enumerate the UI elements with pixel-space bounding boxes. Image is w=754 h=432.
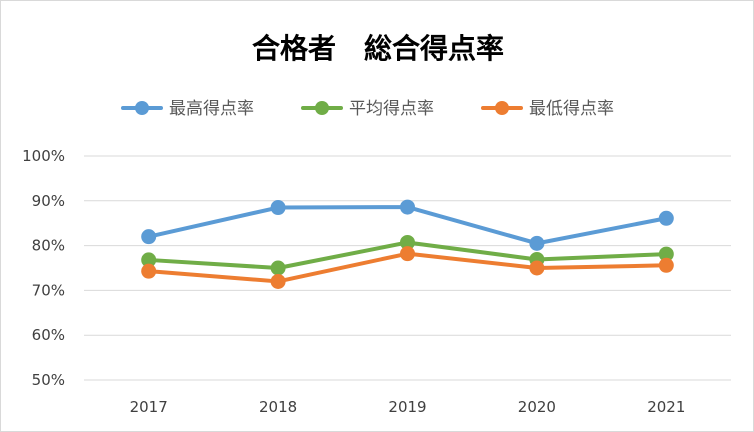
data-point <box>658 257 674 273</box>
legend-marker <box>315 101 329 115</box>
data-point <box>529 235 545 251</box>
data-point <box>529 260 545 276</box>
data-point <box>400 199 415 215</box>
legend-label: 平均得点率 <box>349 99 434 119</box>
y-axis: 50% 60% 70% 80% 90% 100% <box>22 147 65 389</box>
legend-item: 最高得点率 <box>121 99 254 119</box>
data-point <box>270 200 286 216</box>
data-point <box>141 263 157 279</box>
data-point <box>658 210 674 226</box>
legend-item: 最低得点率 <box>481 99 614 119</box>
data-point <box>141 252 157 268</box>
data-point <box>141 229 157 245</box>
data-point <box>270 260 286 276</box>
series-group <box>141 199 674 289</box>
series-3 <box>141 246 674 289</box>
data-point <box>400 246 415 262</box>
series-1 <box>141 199 674 251</box>
y-tick-label: 50% <box>32 371 65 389</box>
x-axis: 2017 2018 2019 2020 2021 <box>130 398 686 416</box>
data-point <box>270 273 286 289</box>
legend-label: 最低得点率 <box>529 99 614 119</box>
y-tick-label: 60% <box>32 326 65 344</box>
y-tick-label: 100% <box>22 147 65 165</box>
x-tick-label: 2017 <box>130 398 168 416</box>
legend-label: 最高得点率 <box>169 99 254 119</box>
chart-title: 合格者 総合得点率 <box>252 32 504 65</box>
legend-marker <box>135 101 149 115</box>
legend-marker <box>495 101 509 115</box>
series-2 <box>141 234 674 276</box>
data-point <box>400 234 415 250</box>
legend: 最高得点率 平均得点率 最低得点率 <box>121 99 614 119</box>
x-tick-label: 2018 <box>259 398 297 416</box>
y-tick-label: 70% <box>32 281 65 299</box>
gridlines <box>84 155 731 381</box>
y-tick-label: 90% <box>32 192 65 210</box>
x-tick-label: 2021 <box>647 398 685 416</box>
legend-item: 平均得点率 <box>301 99 434 119</box>
data-point <box>658 246 674 262</box>
y-tick-label: 80% <box>32 237 65 255</box>
x-tick-label: 2020 <box>518 398 556 416</box>
x-tick-label: 2019 <box>388 398 426 416</box>
